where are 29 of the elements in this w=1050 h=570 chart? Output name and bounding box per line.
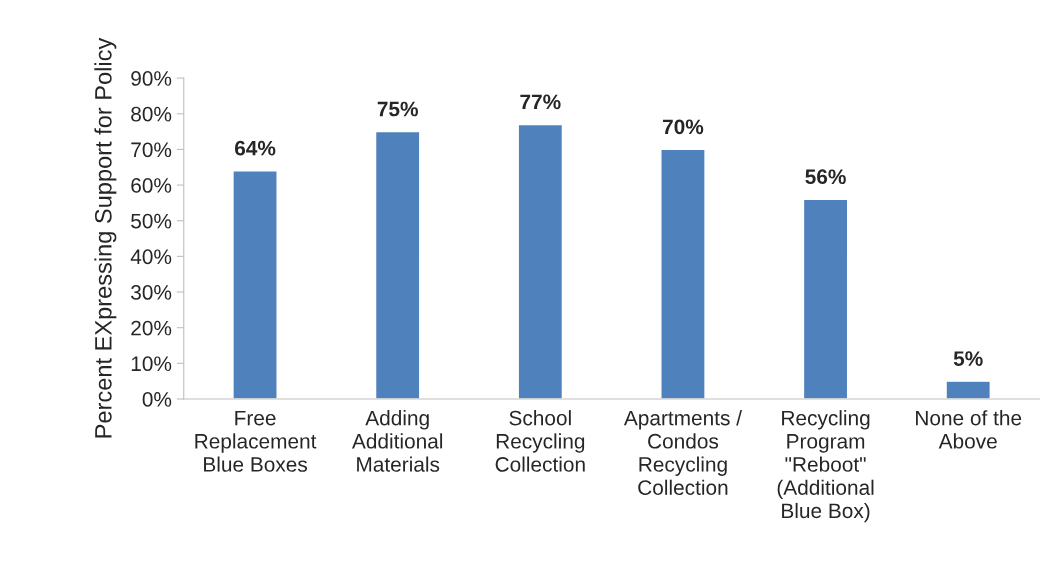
bar	[374, 130, 421, 399]
y-tick-label: 80%	[131, 106, 172, 122]
x-tick-label: School Recycling Collection	[495, 410, 585, 472]
y-axis-title: Percent EXpressing Support for Policy	[94, 37, 117, 438]
data-label: 5%	[953, 351, 983, 366]
x-tick-label: Free Replacement Blue Boxes	[195, 410, 317, 472]
y-tick-label: 0%	[142, 392, 172, 407]
bar	[232, 170, 278, 399]
data-label: 56%	[805, 169, 846, 185]
bar	[945, 380, 991, 399]
data-label: 75%	[377, 101, 418, 117]
bar	[802, 198, 849, 399]
bar	[517, 123, 564, 399]
y-tick-label: 60%	[131, 178, 172, 193]
data-label: 70%	[662, 119, 704, 135]
x-tick-label: None of the Above	[916, 410, 1022, 449]
y-tick-label: 10%	[131, 356, 172, 372]
x-tick-label: Recycling Program "Reboot" (Additional Blue Box)	[777, 410, 874, 523]
data-label: 77%	[520, 94, 561, 110]
y-tick-label: 50%	[131, 213, 172, 229]
data-label: 64%	[234, 140, 276, 156]
y-tick-label: 90%	[131, 71, 172, 86]
y-tick-label: 70%	[131, 142, 172, 158]
x-tick-label: Adding Additional Materials	[351, 410, 443, 472]
y-tick-label: 30%	[131, 285, 172, 300]
bar	[660, 148, 706, 399]
x-tick-label: Apartments / Condos Recycling Collection	[623, 410, 742, 495]
y-tick-label: 40%	[130, 249, 172, 265]
y-tick-label: 20%	[131, 320, 172, 336]
